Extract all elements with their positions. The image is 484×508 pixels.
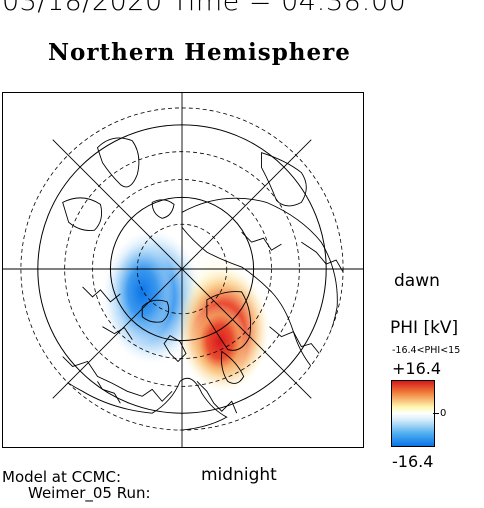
midnight-label: midnight: [201, 465, 277, 485]
map-title: Northern Hemisphere: [48, 39, 351, 66]
dawn-label: dawn: [394, 271, 440, 291]
colorbar-range: -16.4<PHI<15: [392, 345, 461, 356]
colorbar-zero-label: 0: [440, 408, 447, 419]
polar-map: [2, 92, 364, 448]
colorbar-max-label: +16.4: [392, 359, 442, 378]
colorbar-zero-tick: [433, 413, 439, 414]
potential-overlay: [100, 227, 270, 392]
model-info-line1: Model at CCMC:: [2, 468, 122, 486]
timestamp-header: 03/18/2020 Time = 04:38:00: [2, 0, 407, 17]
colorbar-min-label: -16.4: [392, 452, 434, 471]
model-info-line2: Weimer_05 Run:: [28, 484, 151, 502]
meridian-lines: [3, 93, 363, 447]
polar-map-canvas: [3, 93, 363, 447]
colorbar-title: PHI [kV]: [390, 318, 459, 338]
colorbar: [391, 380, 435, 447]
